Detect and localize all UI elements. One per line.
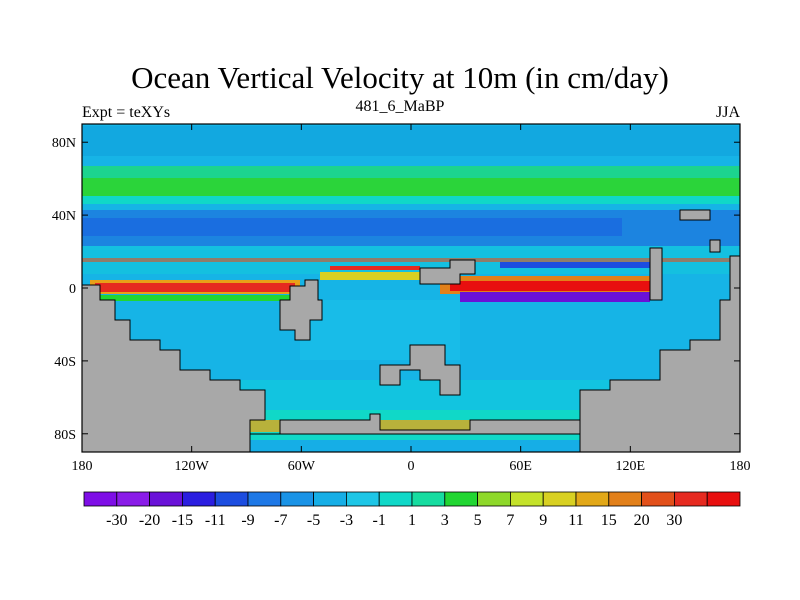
colorbar-swatch bbox=[378, 491, 413, 507]
colorbar-label: 11 bbox=[568, 512, 583, 529]
colorbar-swatch bbox=[116, 491, 151, 507]
colorbar-label: -30 bbox=[106, 512, 127, 529]
x-tick-label: 120E bbox=[616, 459, 646, 474]
colorbar-label: -7 bbox=[274, 512, 287, 529]
colorbar-swatch bbox=[706, 491, 741, 507]
colorbar: -30 -20 -15 -11 -9 -7 -5 -3 -1 1 3 5 7 9 11 15 20 30 bbox=[83, 491, 741, 529]
x-tick-label: 180 bbox=[72, 459, 93, 474]
colorbar-swatch bbox=[641, 491, 675, 507]
colorbar-label: -5 bbox=[307, 512, 320, 529]
colorbar-label: 5 bbox=[474, 512, 482, 529]
colorbar-swatch bbox=[477, 491, 511, 507]
colorbar-swatch bbox=[83, 491, 118, 507]
colorbar-swatch bbox=[411, 491, 446, 507]
colorbar-label: 3 bbox=[441, 512, 449, 529]
x-axis: 180 120W 60W 0 60E 120E 180 bbox=[72, 124, 751, 474]
colorbar-swatch bbox=[149, 491, 183, 507]
colorbar-swatch bbox=[575, 491, 610, 507]
x-tick-label: 180 bbox=[730, 459, 751, 474]
colorbar-swatch bbox=[345, 491, 380, 507]
colorbar-label: 30 bbox=[666, 512, 682, 529]
x-tick-label: 60E bbox=[509, 459, 532, 474]
season-label: JJA bbox=[715, 104, 740, 121]
colorbar-swatch bbox=[247, 491, 282, 507]
experiment-label: Expt = teXYs bbox=[82, 104, 171, 121]
colorbar-swatch bbox=[313, 491, 347, 507]
colorbar-label: -9 bbox=[241, 512, 254, 529]
y-tick-label: 40N bbox=[52, 209, 76, 224]
y-tick-label: 80S bbox=[54, 428, 76, 443]
colorbar-swatch bbox=[280, 491, 314, 507]
colorbar-label: 20 bbox=[634, 512, 650, 529]
colorbar-swatch bbox=[674, 491, 708, 507]
colorbar-label: -15 bbox=[172, 512, 193, 529]
colorbar-label: -11 bbox=[205, 512, 226, 529]
colorbar-label: -20 bbox=[139, 512, 160, 529]
colorbar-label: 15 bbox=[601, 512, 617, 529]
colorbar-swatch bbox=[444, 491, 478, 507]
map-title: Ocean Vertical Velocity at 10m (in cm/da… bbox=[131, 60, 669, 95]
colorbar-label: 7 bbox=[506, 512, 514, 529]
x-tick-label: 120W bbox=[175, 459, 210, 474]
colorbar-label: 1 bbox=[408, 512, 416, 529]
colorbar-label: -3 bbox=[340, 512, 353, 529]
colorbar-label: 9 bbox=[539, 512, 547, 529]
x-tick-label: 60W bbox=[288, 459, 316, 474]
y-axis: 80N 40N 0 40S 80S bbox=[52, 136, 740, 443]
y-tick-label: 80N bbox=[52, 136, 76, 151]
y-tick-label: 40S bbox=[54, 355, 76, 370]
colorbar-swatch bbox=[181, 491, 216, 507]
colorbar-swatch bbox=[542, 491, 577, 507]
y-tick-label: 0 bbox=[69, 282, 76, 297]
run-id-label: 481_6_MaBP bbox=[355, 98, 445, 115]
land-mask bbox=[81, 209, 741, 453]
colorbar-swatch bbox=[509, 491, 544, 507]
x-tick-label: 0 bbox=[408, 459, 415, 474]
colorbar-swatch bbox=[214, 491, 249, 507]
colorbar-swatch bbox=[608, 491, 642, 507]
colorbar-label: -1 bbox=[373, 512, 386, 529]
